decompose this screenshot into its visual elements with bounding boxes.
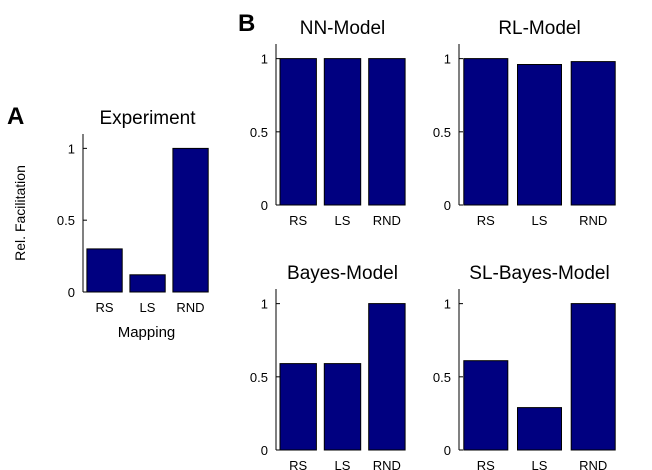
bar-ls: [129, 274, 166, 293]
bar-ls: [323, 363, 362, 451]
x-tick-label: LS: [140, 300, 156, 315]
y-tick-label: 1: [444, 297, 451, 312]
chart-panel-3: 0 0.5 1 RS LS RND RL-Model: [433, 18, 616, 228]
bar-rs: [463, 58, 509, 206]
x-tick-label: RS: [477, 458, 495, 470]
chart-title: Experiment: [99, 108, 196, 129]
y-tick-label: 0.5: [433, 125, 451, 140]
x-tick-label: RND: [579, 213, 607, 228]
chart-title: Bayes-Model: [287, 263, 398, 284]
y-tick-label: 0: [261, 198, 268, 213]
x-tick-label: RND: [373, 213, 401, 228]
y-tick-label: 1: [261, 297, 268, 312]
bar-rs: [279, 363, 317, 451]
chart-title: NN-Model: [300, 18, 386, 39]
y-tick-label: 0.5: [57, 213, 75, 228]
chart-title: RL-Model: [498, 18, 580, 39]
y-tick-label: 0: [68, 285, 75, 300]
y-tick-label: 0.5: [433, 370, 451, 385]
bar-ls: [323, 58, 362, 206]
chart-panel-5: 0 0.5 1 RS LS RND SL-Bayes-Model: [433, 263, 616, 470]
bar-rnd: [172, 147, 209, 293]
y-tick-label: 0: [444, 443, 451, 458]
y-tick-label: 0.5: [250, 125, 268, 140]
bar-rnd: [570, 303, 616, 451]
panel-label-a: A: [7, 103, 25, 130]
y-tick-label: 0: [261, 443, 268, 458]
chart-panel-2: 0 0.5 1 RS LS RND NN-Model: [250, 18, 406, 228]
x-tick-label: RS: [289, 458, 307, 470]
x-tick-label: LS: [532, 213, 548, 228]
y-tick-label: 1: [68, 141, 75, 156]
bar-rnd: [570, 61, 616, 206]
x-tick-label: RS: [95, 300, 113, 315]
bar-rnd: [368, 58, 406, 206]
bar-ls: [517, 407, 562, 451]
y-tick-label: 0: [444, 198, 451, 213]
bar-rs: [279, 58, 317, 206]
chart-panel-1: 0 0.5 1 RS LS RND Experiment Mapping Rel. Facili…: [12, 108, 209, 341]
x-tick-label: RS: [477, 213, 495, 228]
x-tick-label: RND: [579, 458, 607, 470]
x-tick-label: RS: [289, 213, 307, 228]
y-tick-label: 0.5: [250, 370, 268, 385]
y-tick-label: 1: [444, 52, 451, 67]
x-axis-label: Mapping: [118, 324, 176, 341]
bar-rnd: [368, 303, 406, 451]
x-tick-label: LS: [532, 458, 548, 470]
panel-label-b: B: [238, 10, 256, 37]
bar-rs: [463, 360, 509, 451]
bar-ls: [517, 64, 562, 206]
x-tick-label: RND: [373, 458, 401, 470]
x-tick-label: LS: [335, 213, 351, 228]
bar-rs: [86, 248, 123, 293]
x-tick-label: RND: [176, 300, 204, 315]
y-tick-label: 1: [261, 52, 268, 67]
chart-title: SL-Bayes-Model: [469, 263, 609, 284]
x-tick-label: LS: [335, 458, 351, 470]
chart-panel-4: 0 0.5 1 RS LS RND Bayes-Model: [250, 263, 406, 470]
y-axis-label: Rel. Facilitation: [12, 165, 28, 261]
